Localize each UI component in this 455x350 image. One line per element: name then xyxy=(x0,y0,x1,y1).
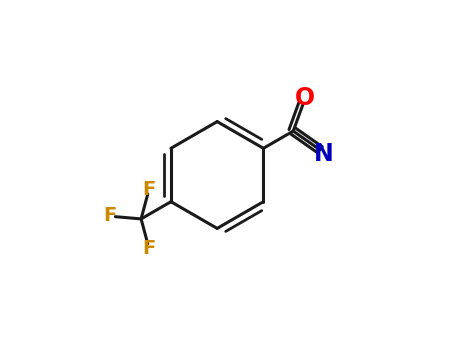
Text: O: O xyxy=(295,86,315,110)
Text: F: F xyxy=(142,238,156,258)
Text: F: F xyxy=(142,180,156,199)
Text: N: N xyxy=(313,142,334,166)
Text: F: F xyxy=(104,206,117,225)
